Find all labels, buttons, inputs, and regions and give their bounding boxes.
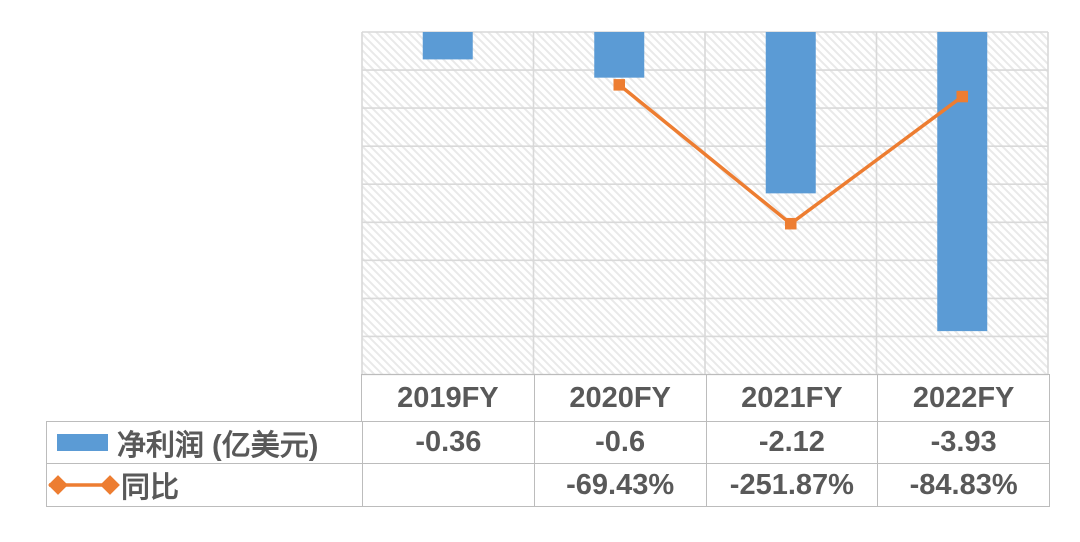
net-profit-value-2021: -2.12 — [705, 422, 878, 463]
net-profit-value-2020: -0.6 — [533, 422, 706, 463]
yoy-legend-marker-icon — [48, 475, 120, 495]
net-profit-row: 净利润 (亿美元) -0.36 -0.6 -2.12 -3.93 — [46, 421, 1050, 463]
net-profit-legend-cell: 净利润 (亿美元) — [47, 422, 362, 463]
category-header-2022fy: 2022FY — [877, 375, 1049, 421]
category-header-2021fy: 2021FY — [705, 375, 878, 421]
yoy-value-2022: -84.83% — [877, 464, 1049, 506]
net-profit-value-2019: -0.36 — [362, 422, 534, 463]
yoy-row: 同比 -69.43% -251.87% -84.83% — [46, 463, 1050, 507]
category-header-row: 2019FY 2020FY 2021FY 2022FY — [361, 374, 1050, 421]
net-profit-value-2022: -3.93 — [877, 422, 1049, 463]
net-profit-legend-swatch — [57, 434, 108, 451]
net-profit-series-label: 净利润 (亿美元) — [117, 429, 319, 462]
yoy-value-2019 — [362, 464, 534, 506]
category-header-2020fy: 2020FY — [533, 375, 706, 421]
yoy-value-2021: -251.87% — [705, 464, 878, 506]
category-header-2019fy: 2019FY — [397, 381, 499, 414]
yoy-value-2020: -69.43% — [533, 464, 706, 506]
yoy-series-label: 同比 — [121, 472, 180, 504]
yoy-legend-cell: 同比 — [47, 464, 362, 506]
